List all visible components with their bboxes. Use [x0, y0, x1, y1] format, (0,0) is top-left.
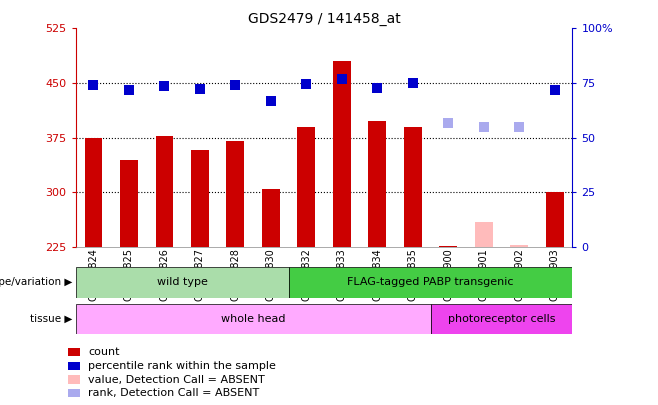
Point — [478, 124, 489, 130]
Text: value, Detection Call = ABSENT: value, Detection Call = ABSENT — [88, 375, 265, 385]
Bar — [76, 304, 430, 334]
Bar — [289, 267, 572, 298]
Text: tissue ▶: tissue ▶ — [30, 314, 72, 324]
Point — [124, 87, 134, 94]
Bar — [333, 61, 351, 247]
Bar — [430, 304, 572, 334]
Point — [443, 120, 453, 126]
Point — [301, 81, 312, 87]
Text: wild type: wild type — [157, 277, 207, 288]
Bar — [368, 121, 386, 247]
Bar — [475, 222, 493, 247]
Bar — [76, 267, 289, 298]
Text: photoreceptor cells: photoreceptor cells — [447, 314, 555, 324]
Bar — [84, 138, 102, 247]
Point — [407, 80, 418, 86]
Point — [230, 82, 241, 88]
Bar — [297, 127, 315, 247]
Text: genotype/variation ▶: genotype/variation ▶ — [0, 277, 72, 288]
Point — [195, 85, 205, 92]
Bar — [546, 192, 564, 247]
Text: FLAG-tagged PABP transgenic: FLAG-tagged PABP transgenic — [347, 277, 514, 288]
Point — [514, 124, 524, 130]
Bar — [262, 189, 280, 247]
Bar — [191, 150, 209, 247]
Title: GDS2479 / 141458_at: GDS2479 / 141458_at — [247, 12, 401, 26]
Bar — [440, 245, 457, 247]
Bar — [404, 127, 422, 247]
Bar — [226, 141, 244, 247]
Bar — [68, 389, 80, 397]
Bar — [120, 160, 138, 247]
Point — [336, 76, 347, 83]
Bar — [68, 375, 80, 384]
Text: percentile rank within the sample: percentile rank within the sample — [88, 361, 276, 371]
Point — [159, 83, 170, 89]
Point — [266, 98, 276, 104]
Point — [549, 87, 560, 94]
Bar — [155, 136, 173, 247]
Text: whole head: whole head — [221, 314, 286, 324]
Text: count: count — [88, 347, 120, 357]
Bar — [68, 362, 80, 370]
Bar — [68, 348, 80, 356]
Point — [372, 85, 382, 92]
Bar — [511, 245, 528, 247]
Text: rank, Detection Call = ABSENT: rank, Detection Call = ABSENT — [88, 388, 259, 399]
Point — [88, 82, 99, 88]
